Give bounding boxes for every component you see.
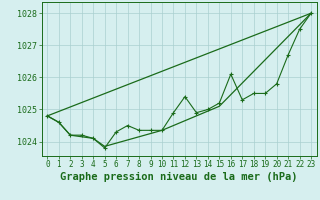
- X-axis label: Graphe pression niveau de la mer (hPa): Graphe pression niveau de la mer (hPa): [60, 172, 298, 182]
